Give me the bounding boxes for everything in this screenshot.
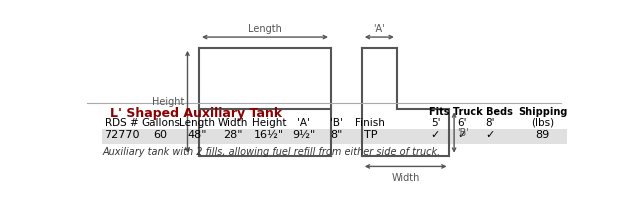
Text: 'B': 'B' — [457, 127, 469, 138]
Text: 'A': 'A' — [374, 24, 385, 34]
Text: ✓: ✓ — [431, 130, 440, 140]
Text: Length: Length — [248, 24, 282, 34]
Text: 28": 28" — [222, 130, 242, 140]
Text: Height: Height — [252, 118, 286, 128]
Text: 72770: 72770 — [104, 130, 140, 140]
Text: 6': 6' — [457, 118, 466, 128]
Text: RDS #: RDS # — [105, 118, 138, 128]
Text: 8": 8" — [330, 130, 343, 140]
Text: 9½": 9½" — [292, 130, 315, 140]
Text: 5': 5' — [431, 118, 441, 128]
Text: Auxiliary tank with 2 fills, allowing fuel refill from either side of truck.: Auxiliary tank with 2 fills, allowing fu… — [102, 147, 441, 157]
Text: (lbs): (lbs) — [531, 118, 554, 128]
Text: Shipping: Shipping — [518, 107, 567, 117]
FancyBboxPatch shape — [102, 129, 568, 144]
Text: 'B': 'B' — [330, 118, 343, 128]
Text: Width: Width — [391, 173, 420, 183]
Text: Finish: Finish — [355, 118, 386, 128]
Text: 60: 60 — [154, 130, 167, 140]
Text: 16½": 16½" — [254, 130, 284, 140]
Text: 48": 48" — [187, 130, 207, 140]
Text: TP: TP — [363, 130, 377, 140]
Text: ✓: ✓ — [485, 130, 494, 140]
Text: Width: Width — [217, 118, 248, 128]
Text: ✓: ✓ — [457, 130, 466, 140]
Text: Gallons: Gallons — [141, 118, 180, 128]
Text: Height: Height — [152, 97, 185, 107]
Text: 89: 89 — [535, 130, 550, 140]
Text: 8': 8' — [485, 118, 494, 128]
Text: Fits Truck Beds: Fits Truck Beds — [429, 107, 513, 117]
Text: L' Shaped Auxiliary Tank: L' Shaped Auxiliary Tank — [110, 107, 282, 120]
Text: Length: Length — [179, 118, 215, 128]
Text: 'A': 'A' — [297, 118, 310, 128]
